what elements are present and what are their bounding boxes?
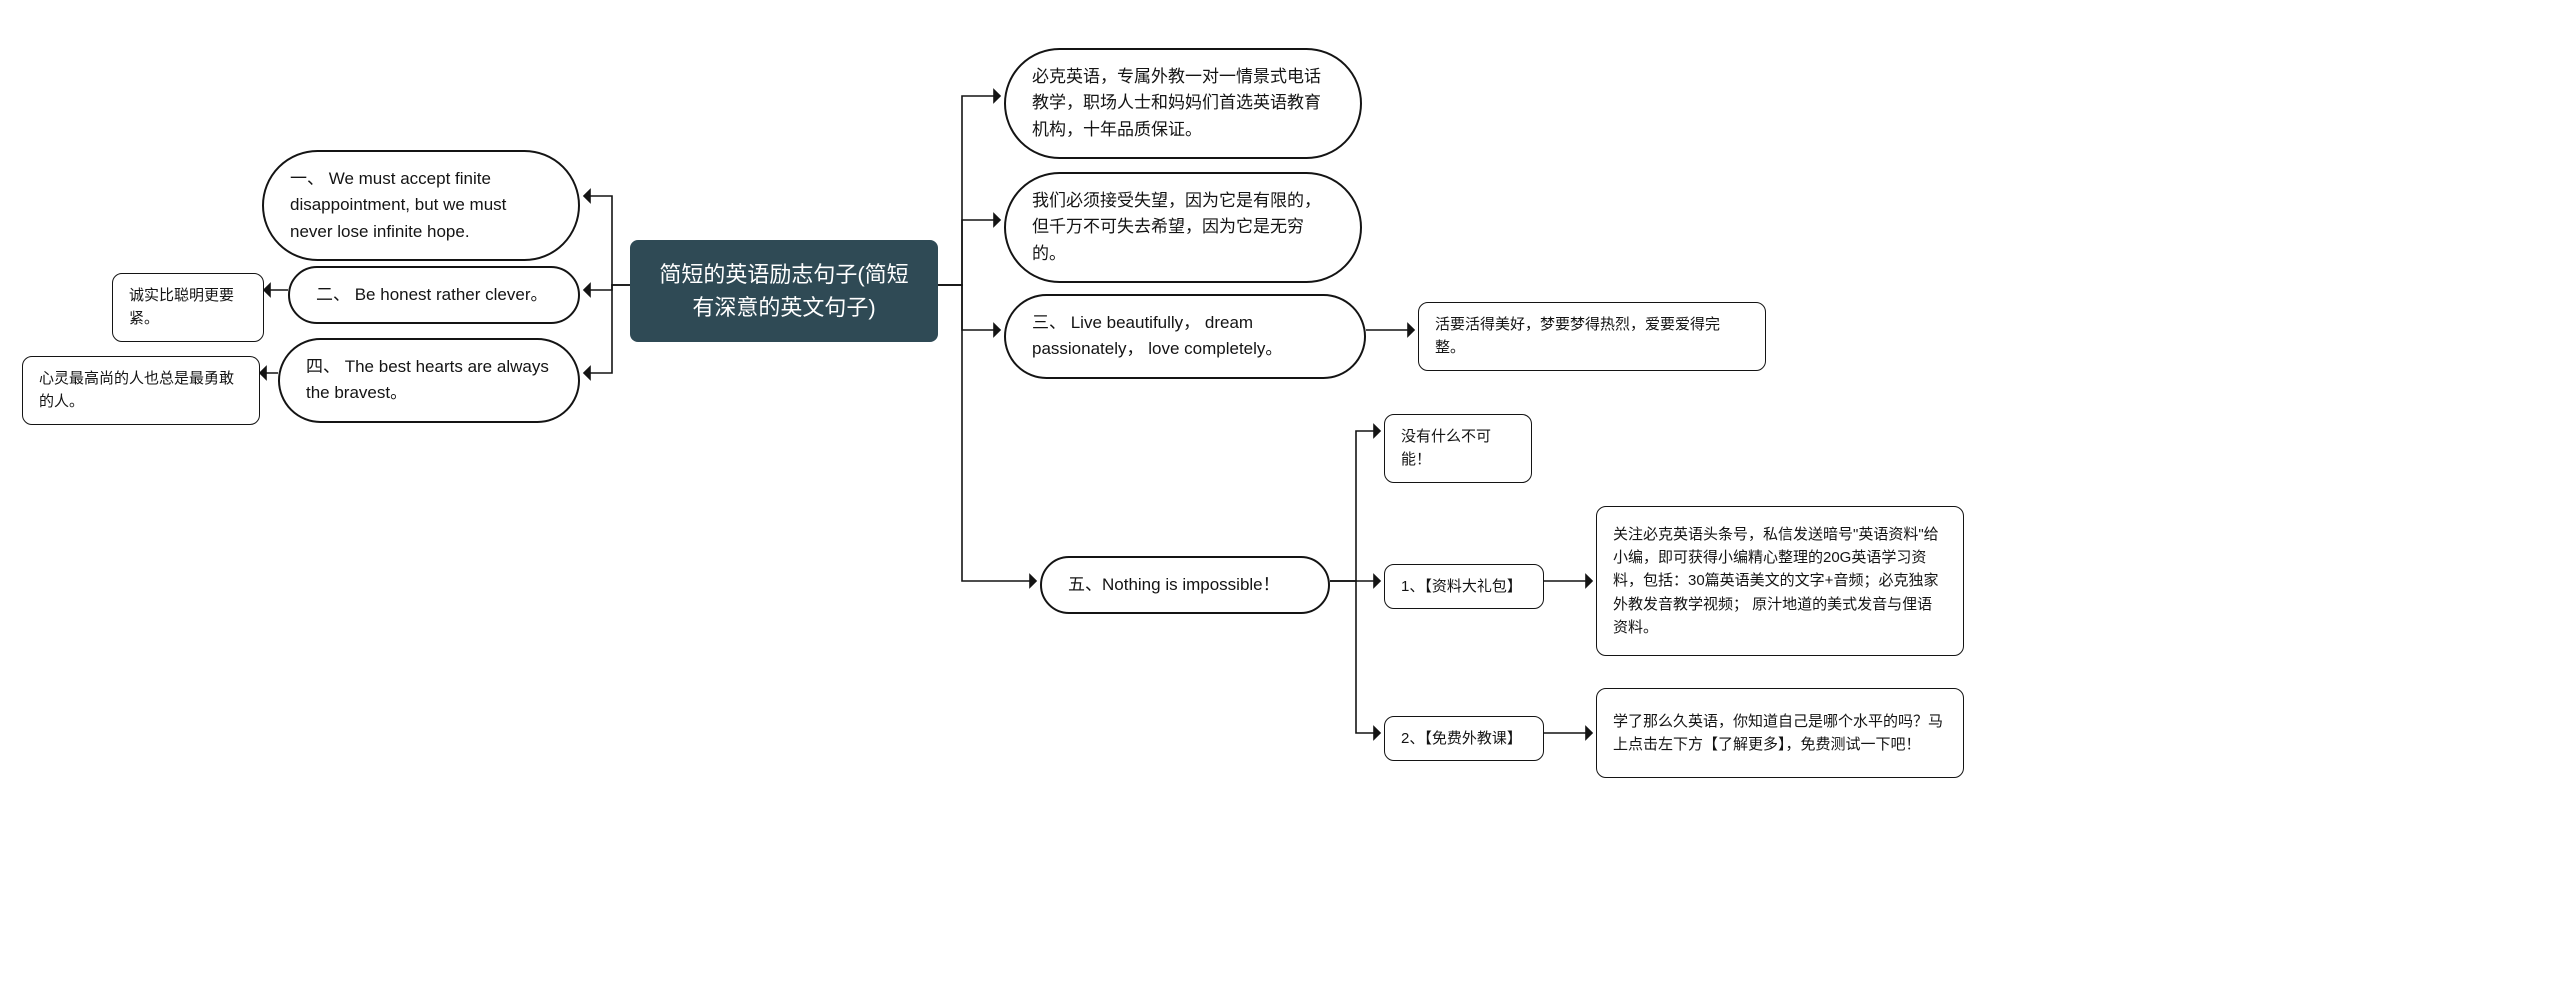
right-branch-4-child-3-text: 2、【免费外教课】 [1401, 727, 1527, 750]
right-branch-4-text: 五、Nothing is impossible！ [1068, 572, 1302, 598]
left-branch-2: 二、 Be honest rather clever。 [288, 266, 580, 324]
center-topic-text: 简短的英语励志句子(简短有深意的英文句子) [652, 258, 916, 324]
right-branch-4-child-2-leaf: 关注必克英语头条号，私信发送暗号"英语资料"给小编，即可获得小编精心整理的20G… [1596, 506, 1964, 656]
right-branch-4-child-2: 1、【资料大礼包】 [1384, 564, 1544, 609]
right-branch-3-text: 三、 Live beautifully， dream passionately，… [1032, 310, 1338, 363]
left-branch-1: 一、 We must accept finite disappointment,… [262, 150, 580, 261]
right-branch-2-text: 我们必须接受失望，因为它是有限的，但千万不可失去希望，因为它是无穷的。 [1032, 188, 1334, 267]
right-branch-4-child-3: 2、【免费外教课】 [1384, 716, 1544, 761]
center-topic: 简短的英语励志句子(简短有深意的英文句子) [630, 240, 938, 342]
right-branch-4-child-1: 没有什么不可能！ [1384, 414, 1532, 483]
mindmap-canvas: 简短的英语励志句子(简短有深意的英文句子) 一、 We must accept … [0, 0, 2560, 985]
right-branch-4-child-1-text: 没有什么不可能！ [1401, 425, 1515, 472]
right-branch-4-child-2-leaf-text: 关注必克英语头条号，私信发送暗号"英语资料"给小编，即可获得小编精心整理的20G… [1613, 523, 1947, 639]
left-branch-3-text: 四、 The best hearts are always the braves… [306, 354, 552, 407]
left-branch-1-text: 一、 We must accept finite disappointment,… [290, 166, 552, 245]
right-branch-1: 必克英语，专属外教一对一情景式电话教学，职场人士和妈妈们首选英语教育机构，十年品… [1004, 48, 1362, 159]
left-branch-2-child-text: 诚实比聪明更要紧。 [129, 284, 247, 331]
right-branch-1-text: 必克英语，专属外教一对一情景式电话教学，职场人士和妈妈们首选英语教育机构，十年品… [1032, 64, 1334, 143]
left-branch-3-child: 心灵最高尚的人也总是最勇敢的人。 [22, 356, 260, 425]
left-branch-3-child-text: 心灵最高尚的人也总是最勇敢的人。 [39, 367, 243, 414]
right-branch-2: 我们必须接受失望，因为它是有限的，但千万不可失去希望，因为它是无穷的。 [1004, 172, 1362, 283]
right-branch-3-child: 活要活得美好，梦要梦得热烈，爱要爱得完整。 [1418, 302, 1766, 371]
left-branch-2-child: 诚实比聪明更要紧。 [112, 273, 264, 342]
right-branch-4-child-2-text: 1、【资料大礼包】 [1401, 575, 1527, 598]
right-branch-4-child-3-leaf: 学了那么久英语，你知道自己是哪个水平的吗？马上点击左下方【了解更多】，免费测试一… [1596, 688, 1964, 778]
right-branch-3: 三、 Live beautifully， dream passionately，… [1004, 294, 1366, 379]
left-branch-2-text: 二、 Be honest rather clever。 [316, 282, 552, 308]
right-branch-4: 五、Nothing is impossible！ [1040, 556, 1330, 614]
left-branch-3: 四、 The best hearts are always the braves… [278, 338, 580, 423]
right-branch-4-child-3-leaf-text: 学了那么久英语，你知道自己是哪个水平的吗？马上点击左下方【了解更多】，免费测试一… [1613, 710, 1947, 757]
right-branch-3-child-text: 活要活得美好，梦要梦得热烈，爱要爱得完整。 [1435, 313, 1749, 360]
